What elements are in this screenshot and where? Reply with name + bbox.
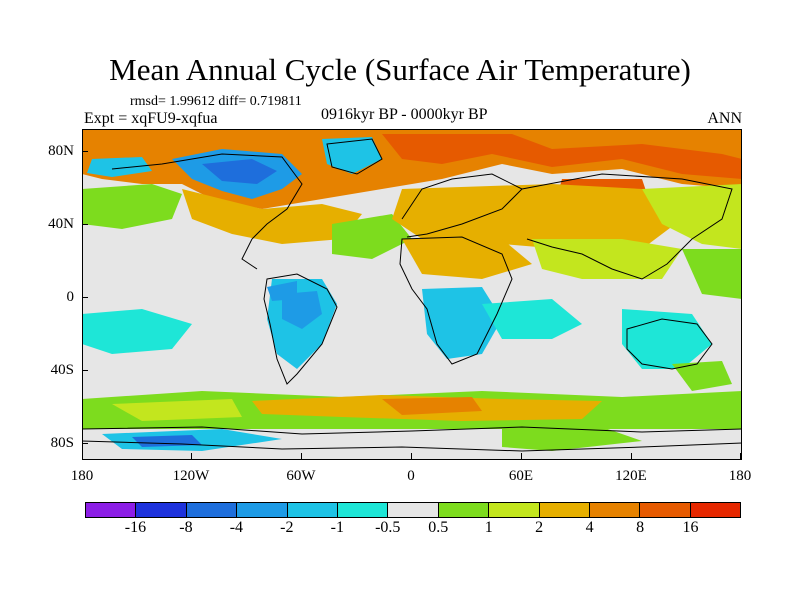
pacific-east-slight [642,184,742,249]
coastlines [82,138,742,452]
lon-label: 60E [508,468,534,484]
colorbar-label: -1 [330,519,344,536]
greenland-cool [322,137,382,174]
lat-label: 0 [66,289,75,305]
season-label: ANN [707,110,742,127]
lat-label: 40N [48,216,74,232]
colorbar-segment [186,503,238,517]
lon-label: 120W [172,468,210,484]
colorbar-label: 4 [585,519,594,536]
lon-tick [301,453,302,459]
colorbar-segment [287,503,338,517]
colorbar-label: 16 [682,519,699,536]
colorbar-label: -4 [229,519,244,536]
coast-australia [626,318,713,370]
coast-africa [399,236,513,365]
colorbar-segment [539,503,590,517]
south-america-cool-core [282,291,322,329]
lon-tick [191,453,192,459]
lat-tick [82,443,88,444]
canada-cool-core [202,159,277,184]
antarctica-light [502,427,642,451]
colorbar-label: 8 [636,519,645,536]
north-pacific-mild [82,184,182,229]
indian-ocean-cool [482,299,582,339]
coast-north-america [111,153,303,270]
lon-label: 180 [70,468,94,484]
southern-ocean-slight [112,399,242,421]
lon-label: 180 [728,468,752,484]
lat-label: 80N [48,143,74,159]
lon-label: 120E [615,468,647,484]
eurasia-mild [392,184,682,249]
coast-antarctica [82,426,742,435]
north-atlantic-light [332,214,412,259]
period-label: 0916kyr BP - 0000kyr BP [321,106,488,123]
antarctica-cool-core [132,435,202,447]
coast-greenland [326,138,383,175]
amazon-cool [267,281,297,301]
colorbar-label: -2 [280,519,294,536]
colorbar-segment [136,503,187,517]
colorbar-label: 0.5 [428,519,449,536]
temperature-map [82,129,742,460]
colorbar-label: -16 [124,519,147,536]
africa-cool [422,287,502,359]
colorbar-segment [589,503,641,517]
colorbar-label: 2 [535,519,544,536]
colorbar-segment [388,503,439,517]
colorbar-labels: -16 -8 -4 -2 -1 -0.5 0.5 1 2 4 8 16 [85,519,741,539]
coast-asia [521,173,733,280]
colorbar-label: -8 [179,519,193,536]
lon-tick [521,453,522,459]
north-america-mild [182,189,362,244]
colorbar [85,502,741,518]
lat-label: 80S [50,435,74,451]
colorbar-segment [690,503,741,517]
southern-ocean-warm [382,397,482,415]
colorbar-segment [640,503,691,517]
arctic-strong-warm [382,134,742,179]
coast-antarctica-inner [82,440,742,452]
lat-label: 40S [50,362,74,378]
lat-tick [82,224,88,225]
south-pacific-cool [82,309,192,354]
lon-label: 60W [286,468,316,484]
colorbar-segment [438,503,490,517]
alaska-cool [87,157,152,177]
north-africa-warm [402,239,532,279]
lat-tick [82,370,88,371]
lon-tick [411,453,412,459]
lat-tick [82,151,88,152]
colorbar-label: 1 [484,519,493,536]
coast-south-america [263,273,338,385]
colorbar-segment [86,503,137,517]
stats-text: rmsd= 1.99612 diff= 0.719811 [130,94,302,109]
colorbar-label: -0.5 [375,519,401,536]
lon-tick [740,453,741,459]
lon-tick [631,453,632,459]
experiment-label: Expt = xqFU9-xqfua [84,110,218,127]
plot-title: Mean Annual Cycle (Surface Air Temperatu… [109,52,691,87]
lat-tick [82,297,88,298]
pacific-west-light [682,249,742,299]
lon-tick [82,453,83,459]
tasman-light [672,361,732,391]
lon-label: 0 [407,468,415,484]
colorbar-segment [337,503,389,517]
colorbar-segment [489,503,540,517]
asia-slight [532,239,682,279]
colorbar-segment [237,503,288,517]
